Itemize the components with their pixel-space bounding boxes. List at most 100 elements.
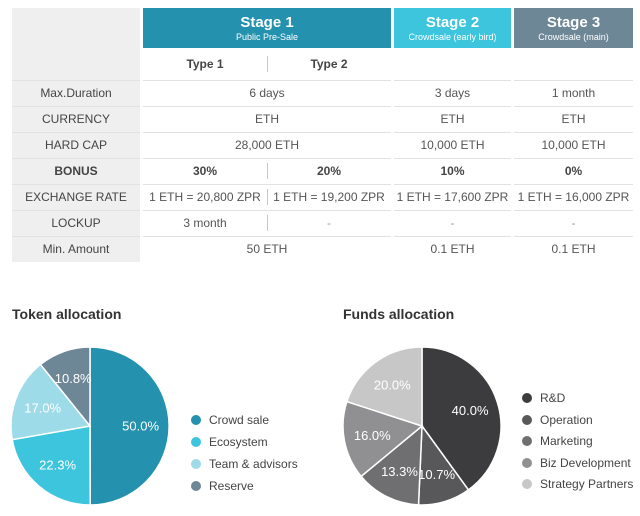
table-row: Min. Amount 50 ETH 0.1 ETH 0.1 ETH <box>12 236 633 262</box>
stage-1-value: 28,000 ETH <box>234 138 300 152</box>
legend-swatch <box>191 459 201 469</box>
pie-data-label: 10.8% <box>55 371 92 386</box>
stage-2-header: Stage 2 Crowdsale (early bird) <box>394 8 511 48</box>
type-2-value: - <box>327 216 331 230</box>
legend-swatch <box>191 481 201 491</box>
legend-item: Team & advisors <box>191 457 298 471</box>
legend-swatch <box>522 457 532 468</box>
funds-allocation-title: Funds allocation <box>343 306 455 322</box>
type-2-value: 20% <box>316 164 342 178</box>
stage-1-subtitle: Public Pre-Sale <box>235 31 299 42</box>
legend-label: Team & advisors <box>209 457 298 471</box>
legend-swatch <box>191 415 201 425</box>
stage-3-subtitle: Crowdsale (main) <box>538 31 609 42</box>
pie-slice-marketing <box>360 424 423 506</box>
row-label: EXCHANGE RATE <box>12 184 140 210</box>
legend-label: Marketing <box>540 434 593 448</box>
type-2-value: 1 ETH = 19,200 ZPR <box>273 190 385 204</box>
stage-header-row: Stage 1 Public Pre-Sale Stage 2 Crowdsal… <box>12 8 633 48</box>
pie-slice-crowd-sale <box>89 346 170 506</box>
row-divider <box>12 106 633 107</box>
legend-item: Strategy Partners <box>522 477 633 491</box>
table-row: HARD CAP 28,000 ETH 10,000 ETH 10,000 ET… <box>12 132 633 158</box>
type-2-header: Type 2 <box>310 57 348 71</box>
row-divider <box>12 158 633 159</box>
row-label: LOCKUP <box>12 210 140 236</box>
funds-allocation-legend: R&D Operation Marketing Biz Development Stra… <box>522 391 640 501</box>
stage-2-value: 1 ETH = 17,600 ZPR <box>396 190 509 204</box>
pie-slice-team-advisors <box>10 363 92 441</box>
type-separator <box>267 163 268 179</box>
stage-2-title: Stage 2 <box>425 13 480 31</box>
stage-1-header: Stage 1 Public Pre-Sale <box>143 8 391 48</box>
pie-slice-r-d <box>421 346 502 491</box>
stage-3-value: - <box>571 216 576 230</box>
funds-allocation-pie: 40.0% 10.7%13.3% 16.0% 20.0% <box>342 346 502 506</box>
header-blank-cell <box>12 8 140 48</box>
stage-2-value: 10% <box>440 164 465 178</box>
type-1-header: Type 1 <box>186 57 224 71</box>
type-separator <box>267 215 268 231</box>
legend-label: R&D <box>540 391 566 405</box>
stage-3-value: 10,000 ETH <box>541 138 606 152</box>
stage-1-value: 6 days <box>249 86 285 100</box>
pie-data-label: 17.0% <box>24 401 61 416</box>
row-label: Min. Amount <box>12 236 140 262</box>
row-divider <box>12 132 633 133</box>
stage-3-value: 1 ETH = 16,000 ZPR <box>517 190 630 204</box>
row-divider <box>12 80 633 81</box>
column-gap <box>391 8 394 262</box>
row-label: BONUS <box>12 158 140 184</box>
pie-data-label: 20.0% <box>374 378 411 393</box>
type-blank-cell <box>12 48 140 80</box>
pie-data-label: 13.3% <box>381 464 418 479</box>
table-row: BONUS 30% 20% 10% 0% <box>12 158 633 184</box>
row-divider <box>12 210 633 211</box>
legend-item: R&D <box>522 391 565 405</box>
pie-slice-reserve <box>39 346 91 429</box>
stage-3-value: 0% <box>564 164 583 178</box>
stage-2-value: 0.1 ETH <box>430 242 475 256</box>
legend-swatch <box>191 437 201 447</box>
row-divider <box>12 184 633 185</box>
pie-data-label: 10.7% <box>418 467 455 482</box>
legend-label: Crowd sale <box>209 413 270 427</box>
table-row: CURRENCY ETH ETH ETH <box>12 106 633 132</box>
stage-2-value: - <box>450 216 455 230</box>
row-label: Max.Duration <box>12 80 140 106</box>
table-row: LOCKUP 3 month - - - <box>12 210 633 236</box>
legend-swatch <box>522 414 532 425</box>
type-separator <box>267 56 268 72</box>
legend-swatch <box>522 436 532 446</box>
table-row: Max.Duration 6 days 3 days 1 month <box>12 80 633 106</box>
legend-label: Strategy Partners <box>540 477 634 491</box>
token-allocation-title: Token allocation <box>12 306 122 322</box>
stage-1-title: Stage 1 <box>240 13 294 31</box>
stage-2-value: 10,000 ETH <box>420 138 485 152</box>
row-label: CURRENCY <box>12 106 140 132</box>
table-row: EXCHANGE RATE 1 ETH = 20,800 ZPR 1 ETH =… <box>12 184 633 210</box>
type-1-value: 1 ETH = 20,800 ZPR <box>149 190 261 204</box>
type-row: Type 1 Type 2 <box>12 48 633 80</box>
legend-item: Biz Development <box>522 456 631 470</box>
legend-swatch <box>522 479 532 489</box>
pie-data-label: 22.3% <box>39 457 76 472</box>
legend-label: Operation <box>540 412 593 427</box>
stage-2-subtitle: Crowdsale (early bird) <box>408 31 497 42</box>
column-gap <box>511 8 514 262</box>
pie-slice-strategy-partners <box>345 346 423 428</box>
stage-1-value: 50 ETH <box>246 242 288 256</box>
type-separator <box>267 189 268 205</box>
stage-3-value: 0.1 ETH <box>551 242 596 256</box>
legend-item: Marketing <box>522 434 593 448</box>
pie-slice-ecosystem <box>11 425 92 506</box>
legend-item: Operation <box>522 413 593 427</box>
stage-1-value: ETH <box>255 112 279 126</box>
column-gap <box>140 8 143 262</box>
legend-swatch <box>522 393 532 403</box>
legend-label: Biz Development <box>540 455 631 470</box>
stage-2-value: ETH <box>440 112 465 126</box>
pie-data-label: 40.0% <box>452 403 489 418</box>
row-divider <box>12 236 633 237</box>
type-1-value: 30% <box>192 164 218 178</box>
